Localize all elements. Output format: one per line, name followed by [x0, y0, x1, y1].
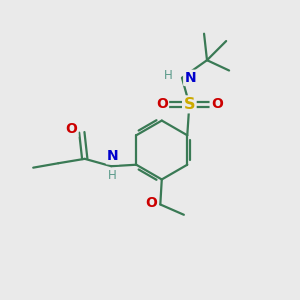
Text: H: H [164, 69, 172, 82]
Text: S: S [184, 97, 195, 112]
Text: N: N [107, 149, 118, 163]
Text: O: O [156, 98, 168, 111]
Text: O: O [65, 122, 77, 136]
Text: N: N [184, 71, 196, 85]
Text: O: O [211, 98, 223, 111]
Text: O: O [146, 196, 158, 210]
Text: H: H [108, 169, 117, 182]
